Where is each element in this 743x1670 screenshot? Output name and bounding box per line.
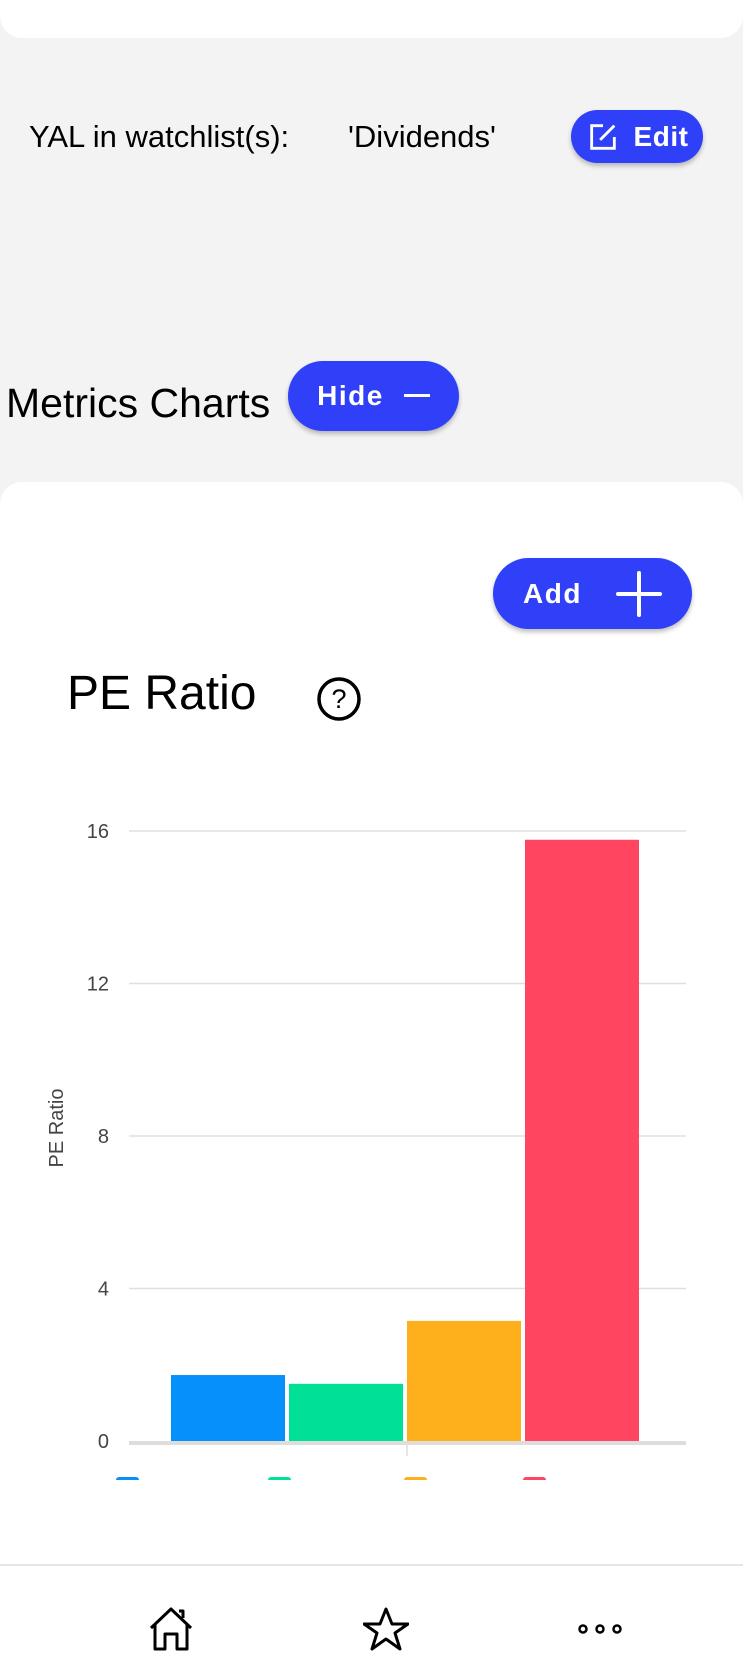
legend-swatch-market [523,1477,546,1480]
add-button[interactable]: Add [493,558,692,629]
legend-label-sector: Sector [434,1476,498,1480]
watchlist-value: 'Dividends' [348,119,496,154]
bar-industry [289,1383,403,1441]
legend-label-industry: Industry [298,1476,376,1480]
bar-market [525,839,639,1441]
legend-swatch-sector [404,1477,427,1480]
y-axis-label: PE Ratio [46,1089,68,1168]
legend-swatch-company [116,1477,139,1480]
home-icon[interactable] [148,1606,194,1652]
edit-label: Edit [633,120,689,152]
legend-swatch-industry [268,1477,291,1480]
pe-ratio-chart: 0 4 8 12 16 PE Ratio Company Industry Sector Mark… [46,821,686,1480]
edit-icon [589,123,616,150]
hide-button[interactable]: Hide [288,361,459,431]
minus-icon [403,394,430,397]
question-circle-icon[interactable]: ? [316,676,362,722]
bar-company [171,1375,285,1441]
top-card [0,0,743,38]
bottom-nav [0,1564,743,1670]
watchlist-label: YAL in watchlist(s): [29,119,290,154]
y-tick-label: 16 [87,821,109,843]
hide-label: Hide [317,380,384,411]
svg-text:?: ? [331,684,346,714]
plus-icon [615,570,662,617]
y-tick-label: 0 [98,1431,109,1453]
add-label: Add [523,577,582,609]
y-tick-label: 12 [87,974,109,996]
edit-button[interactable]: Edit [571,110,703,163]
more-icon[interactable] [578,1619,622,1639]
legend-label-market: Market [553,1476,620,1480]
chart-title: PE Ratio [67,667,257,720]
star-icon[interactable] [363,1606,409,1652]
y-tick-label: 8 [98,1126,109,1148]
legend-label-company: Company [146,1476,240,1480]
y-tick-label: 4 [98,1279,109,1301]
metrics-charts-title: Metrics Charts [6,380,271,426]
bar-sector [407,1320,521,1441]
